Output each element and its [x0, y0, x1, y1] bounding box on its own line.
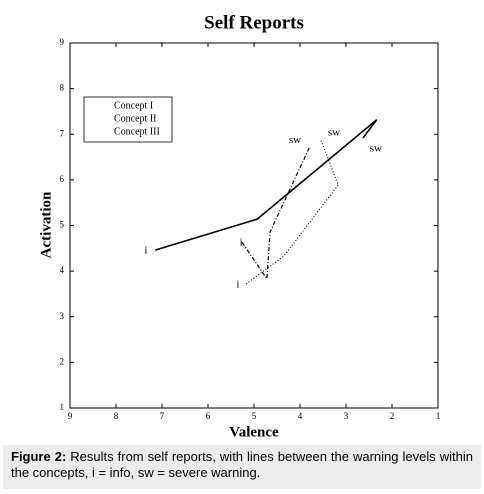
legend-label: Concept I — [114, 100, 153, 111]
annotation: sw — [370, 142, 382, 154]
y-tick-label: 1 — [60, 402, 65, 412]
series-line — [241, 147, 310, 281]
y-tick-label: 8 — [60, 83, 65, 93]
x-axis-label: Valence — [229, 424, 279, 440]
y-tick-label: 9 — [60, 37, 65, 47]
legend-label: Concept II — [114, 113, 157, 124]
x-tick-label: 5 — [252, 411, 257, 421]
caption-label: Figure 2: — [11, 449, 67, 464]
x-tick-label: 4 — [298, 411, 303, 421]
legend-label: Concept III — [114, 126, 160, 137]
x-tick-label: 7 — [160, 411, 165, 421]
y-tick-label: 2 — [60, 356, 65, 366]
chart: Self Reports Valence Activation 9 8 7 6 5 4 3 2… — [38, 12, 441, 440]
y-tick-label: 7 — [60, 128, 65, 138]
y-tick-label: 4 — [60, 265, 65, 275]
annotation: i — [144, 245, 147, 257]
annotation: i — [240, 236, 243, 248]
annotation: sw — [289, 134, 301, 146]
x-tick-label: 3 — [344, 411, 349, 421]
x-tick-label: 6 — [206, 411, 211, 421]
y-tick-label: 6 — [60, 174, 65, 184]
annotation: i — [236, 278, 239, 290]
y-tick-label: 3 — [60, 311, 65, 321]
y-tick-label: 5 — [60, 220, 65, 230]
x-tick-label: 2 — [390, 411, 395, 421]
series-line — [245, 140, 339, 285]
chart-title: Self Reports — [204, 12, 304, 33]
annotation: sw — [328, 126, 340, 138]
y-axis-label: Activation — [38, 191, 54, 258]
series-line — [154, 119, 378, 251]
x-tick-label: 1 — [436, 411, 441, 421]
x-tick-label: 9 — [68, 411, 73, 421]
x-tick-label: 8 — [114, 411, 119, 421]
legend-box — [83, 96, 173, 143]
caption: Figure 2: Results from self reports, wit… — [3, 445, 481, 489]
caption-text: Results from self reports, with lines be… — [11, 449, 473, 480]
